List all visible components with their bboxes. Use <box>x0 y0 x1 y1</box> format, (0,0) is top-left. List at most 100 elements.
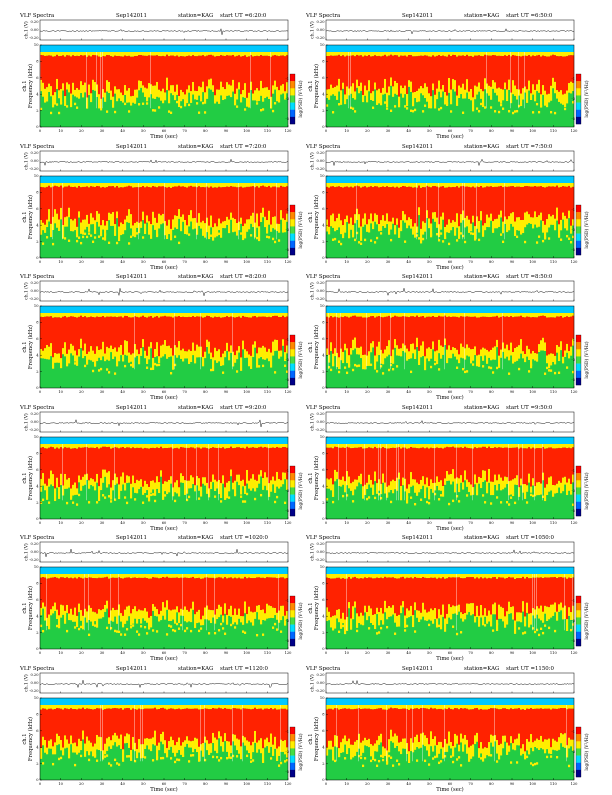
psd-cell <box>204 447 206 477</box>
psd-cell <box>508 444 509 500</box>
psd-cell <box>388 340 390 354</box>
psd-cell <box>334 187 336 221</box>
psd-cell <box>208 342 210 354</box>
psd-cell <box>204 92 206 103</box>
psd-cell <box>172 629 174 631</box>
psd-cell <box>214 444 216 448</box>
psd-cell <box>258 52 260 56</box>
psd-cell <box>330 186 332 215</box>
psd-cell <box>180 609 182 616</box>
psd-cell <box>106 52 108 55</box>
psd-cell <box>404 578 406 615</box>
psd-cell <box>448 78 450 93</box>
psd-cell <box>182 56 184 92</box>
psd-cell <box>466 313 468 316</box>
psd-cell <box>94 354 96 367</box>
psd-cell <box>64 186 66 217</box>
psd-cell <box>170 348 172 356</box>
psd-cell <box>228 574 230 578</box>
psd-cell <box>346 183 348 186</box>
psd-cell <box>352 187 354 224</box>
x-tick-label: 30 <box>100 651 105 655</box>
psd-cell <box>560 482 562 492</box>
psd-cell <box>174 444 176 448</box>
psd-cell <box>518 612 520 621</box>
psd-cell <box>516 317 518 347</box>
psd-cell <box>228 219 230 233</box>
psd-cell <box>242 616 244 625</box>
psd-cell <box>528 614 530 628</box>
psd-cell <box>482 56 484 91</box>
psd-cell <box>158 213 160 228</box>
psd-cell <box>146 448 148 484</box>
psd-cell <box>518 444 519 500</box>
psd-cell <box>52 447 54 474</box>
psd-cell <box>206 448 208 483</box>
psd-cell <box>326 578 328 608</box>
psd-cell <box>284 574 286 578</box>
psd-cell <box>232 183 234 187</box>
psd-cell <box>190 578 192 609</box>
psd-cell <box>282 472 284 484</box>
psd-cell <box>522 601 524 611</box>
psd-cell <box>190 183 192 186</box>
psd-cell <box>256 480 258 487</box>
psd-cell <box>120 93 122 101</box>
psd-cell <box>104 354 106 362</box>
psd-cell <box>114 111 116 113</box>
psd-cell <box>102 313 104 316</box>
psd-cell <box>360 347 362 358</box>
x-tick-label: 110 <box>264 390 272 394</box>
psd-cell <box>416 610 418 618</box>
psd-cell <box>400 485 402 499</box>
psd-cell <box>206 86 208 99</box>
psd-cell <box>134 313 135 369</box>
psd-cell <box>188 186 190 215</box>
psd-cell <box>124 56 126 86</box>
psd-cell <box>328 89 330 100</box>
psd-cell <box>358 52 360 56</box>
psd-cell <box>388 444 390 448</box>
psd-cell <box>380 52 382 56</box>
psd-cell <box>372 316 374 341</box>
psd-cell <box>388 221 390 234</box>
psd-cell <box>72 183 74 187</box>
psd-cell <box>446 313 448 317</box>
psd-cell <box>220 223 222 237</box>
psd-cell <box>222 221 224 227</box>
psd-cell <box>416 578 418 610</box>
psd-cell <box>182 313 184 317</box>
psd-cell <box>56 444 58 448</box>
psd-cell <box>236 578 238 615</box>
y-tick-label: 8 <box>36 451 39 455</box>
psd-cell <box>370 186 372 213</box>
psd-cell <box>434 52 436 57</box>
psd-cell <box>188 56 190 86</box>
psd-cell <box>404 183 406 186</box>
psd-cell <box>136 578 138 611</box>
psd-cell <box>434 183 436 186</box>
psd-cell <box>502 108 504 110</box>
x-tick-label: 10 <box>344 260 349 264</box>
psd-cell <box>512 55 514 80</box>
psd-cell <box>128 110 130 112</box>
psd-cell <box>558 183 560 187</box>
psd-cell <box>238 574 240 578</box>
psd-cell <box>218 313 220 317</box>
psd-cell <box>250 52 251 108</box>
psd-cell <box>278 52 280 56</box>
psd-cell <box>458 354 460 363</box>
psd-cell <box>278 574 279 630</box>
psd-cell <box>184 220 186 234</box>
psd-cell <box>426 56 428 87</box>
psd-cell <box>52 474 54 486</box>
x-tick-label: 60 <box>448 129 453 133</box>
psd-cell <box>142 316 144 339</box>
psd-cell <box>138 80 140 90</box>
psd-cell <box>194 52 196 56</box>
psd-cell <box>442 574 444 577</box>
psd-cell <box>328 574 330 578</box>
panel-date: Sep142011 <box>116 405 147 411</box>
psd-cell <box>84 316 86 343</box>
psd-cell <box>466 577 468 603</box>
